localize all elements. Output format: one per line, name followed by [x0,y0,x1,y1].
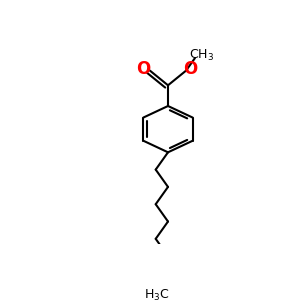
Text: CH$_3$: CH$_3$ [189,48,214,63]
Text: O: O [136,60,151,78]
Text: O: O [183,60,197,78]
Text: H$_3$C: H$_3$C [144,288,169,300]
